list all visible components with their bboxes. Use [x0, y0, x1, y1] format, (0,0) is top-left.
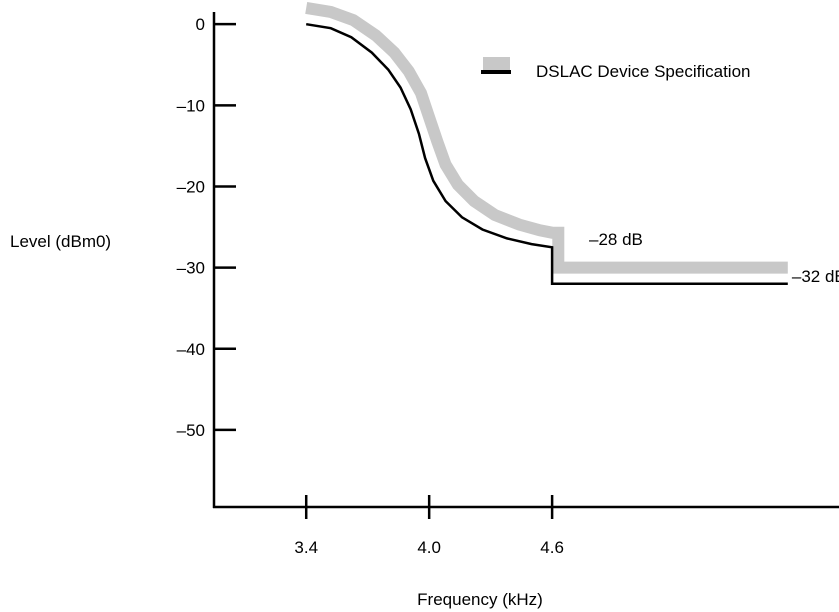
x-tick-label: 4.6 — [540, 538, 564, 557]
legend: DSLAC Device Specification — [481, 57, 750, 81]
spec-line-series — [305, 22, 788, 286]
annotation-label: –28 dB — [589, 230, 643, 249]
y-tick-label: –10 — [177, 96, 205, 115]
x-tick-label: 4.0 — [417, 538, 441, 557]
spec-line — [305, 22, 788, 286]
legend-line-swatch — [481, 70, 511, 74]
y-tick-label: –30 — [177, 259, 205, 278]
annotations: –28 dB –32 dB — [589, 230, 839, 286]
y-axis-title: Level (dBm0) — [10, 232, 111, 251]
tolerance-band — [305, 1, 788, 274]
y-tick-label: –40 — [177, 340, 205, 359]
tick-labels: 0 –10 –20 –30 –40 –50 3.4 4.0 4.6 — [177, 15, 564, 557]
y-tick-label: 0 — [196, 15, 205, 34]
legend-band-swatch — [483, 57, 510, 71]
tolerance-band-series — [305, 1, 788, 274]
x-tick-label: 3.4 — [294, 538, 318, 557]
y-tick-label: –20 — [177, 177, 205, 196]
ticks — [214, 22, 554, 519]
annotation-label: –32 dB — [792, 267, 839, 286]
axes — [212, 12, 839, 509]
y-tick-label: –50 — [177, 421, 205, 440]
legend-label: DSLAC Device Specification — [536, 62, 750, 81]
x-axis-title: Frequency (kHz) — [417, 590, 543, 609]
